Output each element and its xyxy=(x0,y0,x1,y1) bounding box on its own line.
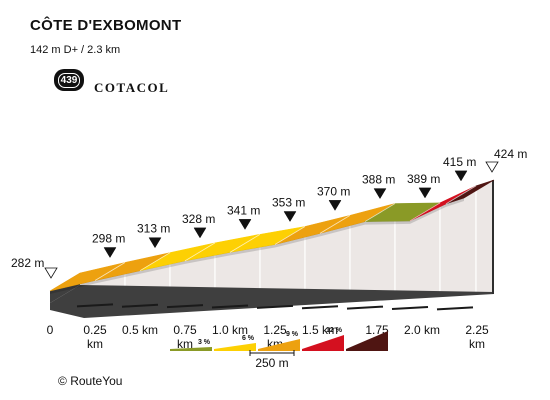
elevation-marker-icon xyxy=(373,188,387,200)
distance-tick-label: 1.0 km xyxy=(212,323,248,337)
segment-edge-shade xyxy=(365,220,410,225)
distance-tick-label: 0 xyxy=(47,323,54,337)
distance-tick-label: km xyxy=(469,337,485,351)
distance-tick-mark xyxy=(436,306,474,311)
distance-tick-mark xyxy=(121,303,159,308)
elevation-marker-icon xyxy=(485,161,499,173)
legend-ramp xyxy=(258,339,300,351)
elevation-label: 328 m xyxy=(182,212,215,226)
segment-edge-shade xyxy=(185,252,230,264)
elevation-marker-icon xyxy=(283,211,297,222)
elevation-label: 282 m xyxy=(11,256,44,270)
segment-divider xyxy=(364,203,396,222)
elevation-label: 389 m xyxy=(407,172,440,186)
elevation-marker-icon xyxy=(44,267,58,279)
distance-tick-label: 0.5 km xyxy=(122,323,158,337)
distance-tick-mark xyxy=(301,305,339,310)
segment-edge-shade xyxy=(140,260,185,274)
distance-tick-label: km xyxy=(87,337,103,351)
segment-divider xyxy=(94,262,126,281)
segment-divider xyxy=(409,202,441,222)
legend-ramp xyxy=(302,335,344,351)
elevation-label: 388 m xyxy=(362,173,395,187)
segment-edge-shade xyxy=(410,203,446,224)
legend-label: 9 % xyxy=(286,331,299,338)
distance-tick-label: 1.25 xyxy=(263,323,287,337)
climb-title: CÔTE D'EXBOMONT xyxy=(30,17,182,34)
elevation-label: 415 m xyxy=(443,155,476,169)
distance-tick-mark xyxy=(76,303,114,308)
legend-label: 3 % xyxy=(198,339,211,346)
elevation-label: 313 m xyxy=(137,222,170,236)
end-wall-edge xyxy=(492,179,494,294)
distance-tick-label: 1.5 km xyxy=(302,323,338,337)
segment-edge-shade xyxy=(275,233,320,248)
segment-edge-shade xyxy=(320,221,365,237)
distance-tick-label: 2.0 km xyxy=(404,323,440,337)
segment-edge-shade xyxy=(50,280,95,294)
elevation-marker-icon xyxy=(454,170,468,182)
elevation-markers: 282 m 298 m 313 m 328 m 341 m 353 m 370 m 388 m… xyxy=(11,147,527,279)
legend-ramp xyxy=(346,331,388,351)
elevation-label: 424 m xyxy=(494,147,527,161)
copyright-notice: © RouteYou xyxy=(58,374,122,388)
distance-tick-mark xyxy=(211,304,249,309)
distance-tick-label: 0.25 xyxy=(83,323,107,337)
elevation-marker-icon xyxy=(238,219,252,230)
distance-tick-label: 2.25 xyxy=(465,323,489,337)
elevation-label: 298 m xyxy=(92,232,125,246)
climb-summary: 142 m D+ / 2.3 km xyxy=(30,44,121,56)
cotacol-number-badge: 439 xyxy=(54,69,84,91)
elevation-label: 353 m xyxy=(272,195,305,209)
copyright-owner: RouteYou xyxy=(70,374,123,388)
elevation-label: 370 m xyxy=(317,184,350,198)
legend-label: 12 % xyxy=(326,327,343,334)
segment-divider xyxy=(184,242,216,262)
cotacol-number: 439 xyxy=(57,72,81,88)
segment-divider xyxy=(319,215,351,234)
elevation-marker-icon xyxy=(103,247,117,259)
legend-ramp xyxy=(214,343,256,351)
cotacol-brand: COTACOL xyxy=(94,80,170,95)
profile-walls xyxy=(79,179,495,295)
gradient-legend: 3 % 6 % 9 % 12 % 250 m xyxy=(170,327,388,370)
segment-divider xyxy=(229,234,261,253)
base-plinth xyxy=(50,285,494,318)
segment-edge-shade xyxy=(230,244,275,256)
distance-tick-mark xyxy=(256,304,294,309)
distance-tick-mark xyxy=(346,305,384,310)
elevation-marker-icon xyxy=(148,237,162,249)
copyright-symbol: © xyxy=(58,374,67,388)
elevation-marker-icon xyxy=(193,227,207,239)
scale-label: 250 m xyxy=(255,356,288,370)
distance-tick-mark xyxy=(166,304,204,309)
distance-tick-label: km xyxy=(177,337,193,351)
elevation-marker-icon xyxy=(328,200,342,211)
distance-tick-mark xyxy=(391,306,429,310)
segment-divider xyxy=(139,252,171,272)
distance-tick-label: 0.75 xyxy=(173,323,197,337)
wall-panel xyxy=(475,179,495,295)
profile-ribbon xyxy=(49,179,495,294)
elevation-marker-icon xyxy=(418,187,432,199)
elevation-label: 341 m xyxy=(227,203,260,217)
legend-label: 6 % xyxy=(242,335,255,342)
segment-edge-shade xyxy=(95,270,140,284)
segment-divider xyxy=(445,185,477,205)
legend-ramp xyxy=(170,347,212,351)
segment-divider xyxy=(274,226,306,245)
segment-edge-shade xyxy=(446,197,464,207)
